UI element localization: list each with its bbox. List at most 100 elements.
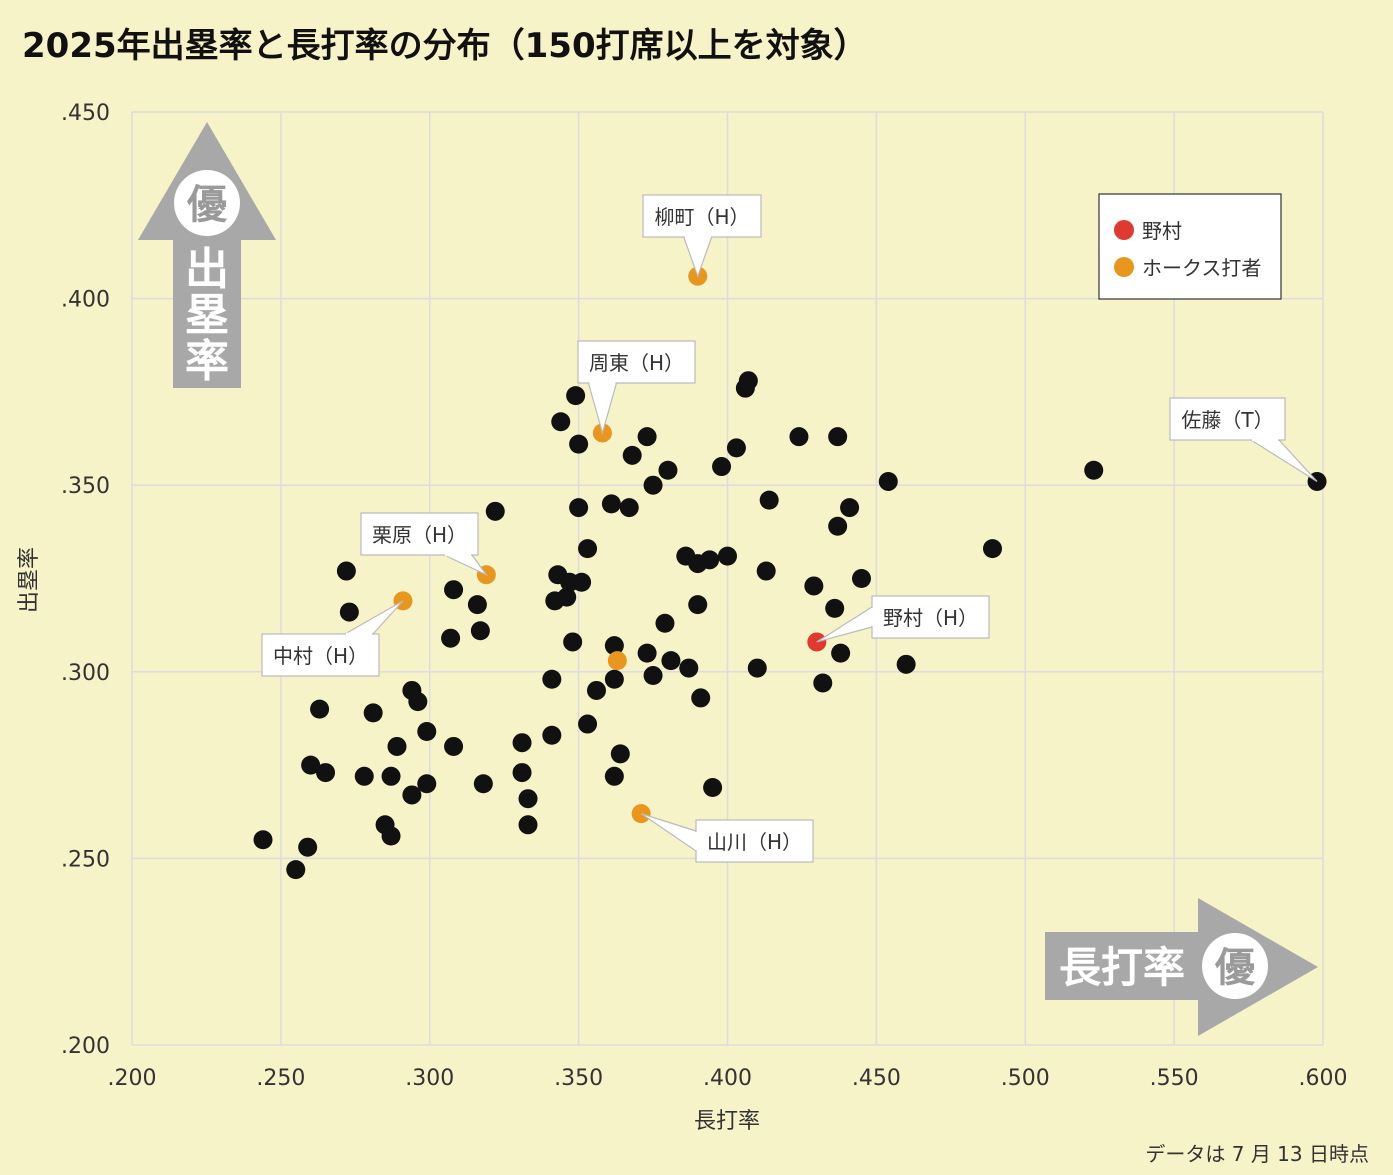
player-point xyxy=(408,692,428,712)
player-point xyxy=(825,598,845,618)
y-tick-label: .250 xyxy=(61,847,110,872)
right-arrow-shape xyxy=(1045,898,1318,1036)
player-point xyxy=(622,445,642,465)
player-point xyxy=(643,475,663,495)
player-point xyxy=(738,371,758,391)
player-point xyxy=(542,725,562,745)
player-point xyxy=(444,580,464,600)
callout-pointer xyxy=(640,813,697,853)
player-point xyxy=(569,498,589,518)
player-point xyxy=(878,471,898,491)
x-tick-label: .550 xyxy=(1150,1066,1199,1091)
player-point xyxy=(336,561,356,581)
player-point xyxy=(551,412,571,432)
hawks-player-point xyxy=(607,651,627,671)
callout-pointer xyxy=(682,236,713,278)
player-point xyxy=(610,744,630,764)
x-arrow-label: 長打率 xyxy=(1059,943,1185,992)
legend-marker-nomura xyxy=(1114,220,1134,240)
player-point xyxy=(578,714,598,734)
player-point xyxy=(441,628,461,648)
x-axis-label: 長打率 xyxy=(694,1109,760,1134)
y-tick-label: .400 xyxy=(61,288,110,313)
annotation-layer: 柳町（H） 周東（H） 佐藤（T） 栗原（H） 中村（H） 野村（H） 山川（H） xyxy=(261,194,1318,863)
player-point xyxy=(363,703,383,723)
player-point xyxy=(828,516,848,536)
player-point xyxy=(1084,460,1104,480)
player-point xyxy=(253,830,273,850)
legend-marker-hawks xyxy=(1114,257,1134,277)
callout: 柳町（H） xyxy=(642,194,762,278)
player-point xyxy=(310,699,330,719)
callout-label: 野村（H） xyxy=(883,606,978,630)
up-arrow-shape xyxy=(138,122,276,388)
player-point xyxy=(417,774,437,794)
legend-label-hawks: ホークス打者 xyxy=(1142,256,1261,280)
player-point xyxy=(789,427,809,447)
legend-box xyxy=(1098,193,1282,300)
callout-label: 中村（H） xyxy=(273,644,368,668)
player-point xyxy=(354,766,374,786)
player-point xyxy=(512,763,532,783)
x-tick-label: .600 xyxy=(1299,1066,1348,1091)
player-point xyxy=(840,498,860,518)
player-point xyxy=(578,539,598,559)
callout: 栗原（H） xyxy=(360,512,489,577)
callout-pointer xyxy=(1248,439,1318,482)
player-point xyxy=(286,860,306,880)
player-point xyxy=(512,733,532,753)
player-point xyxy=(572,572,592,592)
x-tick-label: .300 xyxy=(405,1066,454,1091)
player-point xyxy=(828,427,848,447)
y-arrow-label: 出塁率 xyxy=(185,244,229,387)
player-point xyxy=(557,587,577,607)
player-point xyxy=(601,494,621,514)
player-point xyxy=(643,666,663,686)
player-point xyxy=(896,654,916,674)
player-point xyxy=(747,658,767,678)
legend: 野村 ホークス打者 xyxy=(1098,193,1282,300)
y-axis-label: 出塁率 xyxy=(17,547,42,613)
player-point xyxy=(619,498,639,518)
callout: 中村（H） xyxy=(261,600,404,677)
callout-box xyxy=(261,633,380,677)
player-point xyxy=(473,774,493,794)
x-tick-label: .450 xyxy=(852,1066,901,1091)
player-point xyxy=(831,643,851,663)
player-point xyxy=(301,755,321,775)
player-point xyxy=(700,550,720,570)
callout-box xyxy=(1169,397,1286,441)
x-badge-text: 優 xyxy=(1214,945,1256,991)
player-point xyxy=(518,815,538,835)
player-point xyxy=(718,546,737,566)
x-tick-label: .500 xyxy=(1001,1066,1050,1091)
player-point xyxy=(604,636,624,656)
player-point xyxy=(381,766,401,786)
callout-box xyxy=(360,512,479,556)
player-point xyxy=(402,785,422,805)
player-point xyxy=(470,621,490,641)
callout-box xyxy=(871,595,990,639)
x-tick-label: .350 xyxy=(554,1066,603,1091)
player-point xyxy=(658,460,678,480)
legend-label-nomura: 野村 xyxy=(1142,219,1182,243)
player-point xyxy=(726,438,746,458)
points-layer xyxy=(253,266,1327,880)
player-point xyxy=(542,669,562,689)
x-badge-circle xyxy=(1202,933,1268,999)
player-point xyxy=(604,669,624,689)
callout-pointer xyxy=(443,554,489,577)
player-point xyxy=(381,826,401,846)
callout-label: 周東（H） xyxy=(589,351,684,375)
player-point xyxy=(756,561,776,581)
player-point xyxy=(467,595,487,615)
callout-pointer xyxy=(587,382,618,436)
callout: 佐藤（T） xyxy=(1169,397,1318,482)
y-superior-arrow: 優 出塁率 xyxy=(138,122,276,388)
callout: 周東（H） xyxy=(577,340,696,436)
callout-pointer xyxy=(816,605,873,643)
player-point xyxy=(982,539,1002,559)
x-tick-label: .200 xyxy=(108,1066,157,1091)
player-point xyxy=(655,613,675,633)
